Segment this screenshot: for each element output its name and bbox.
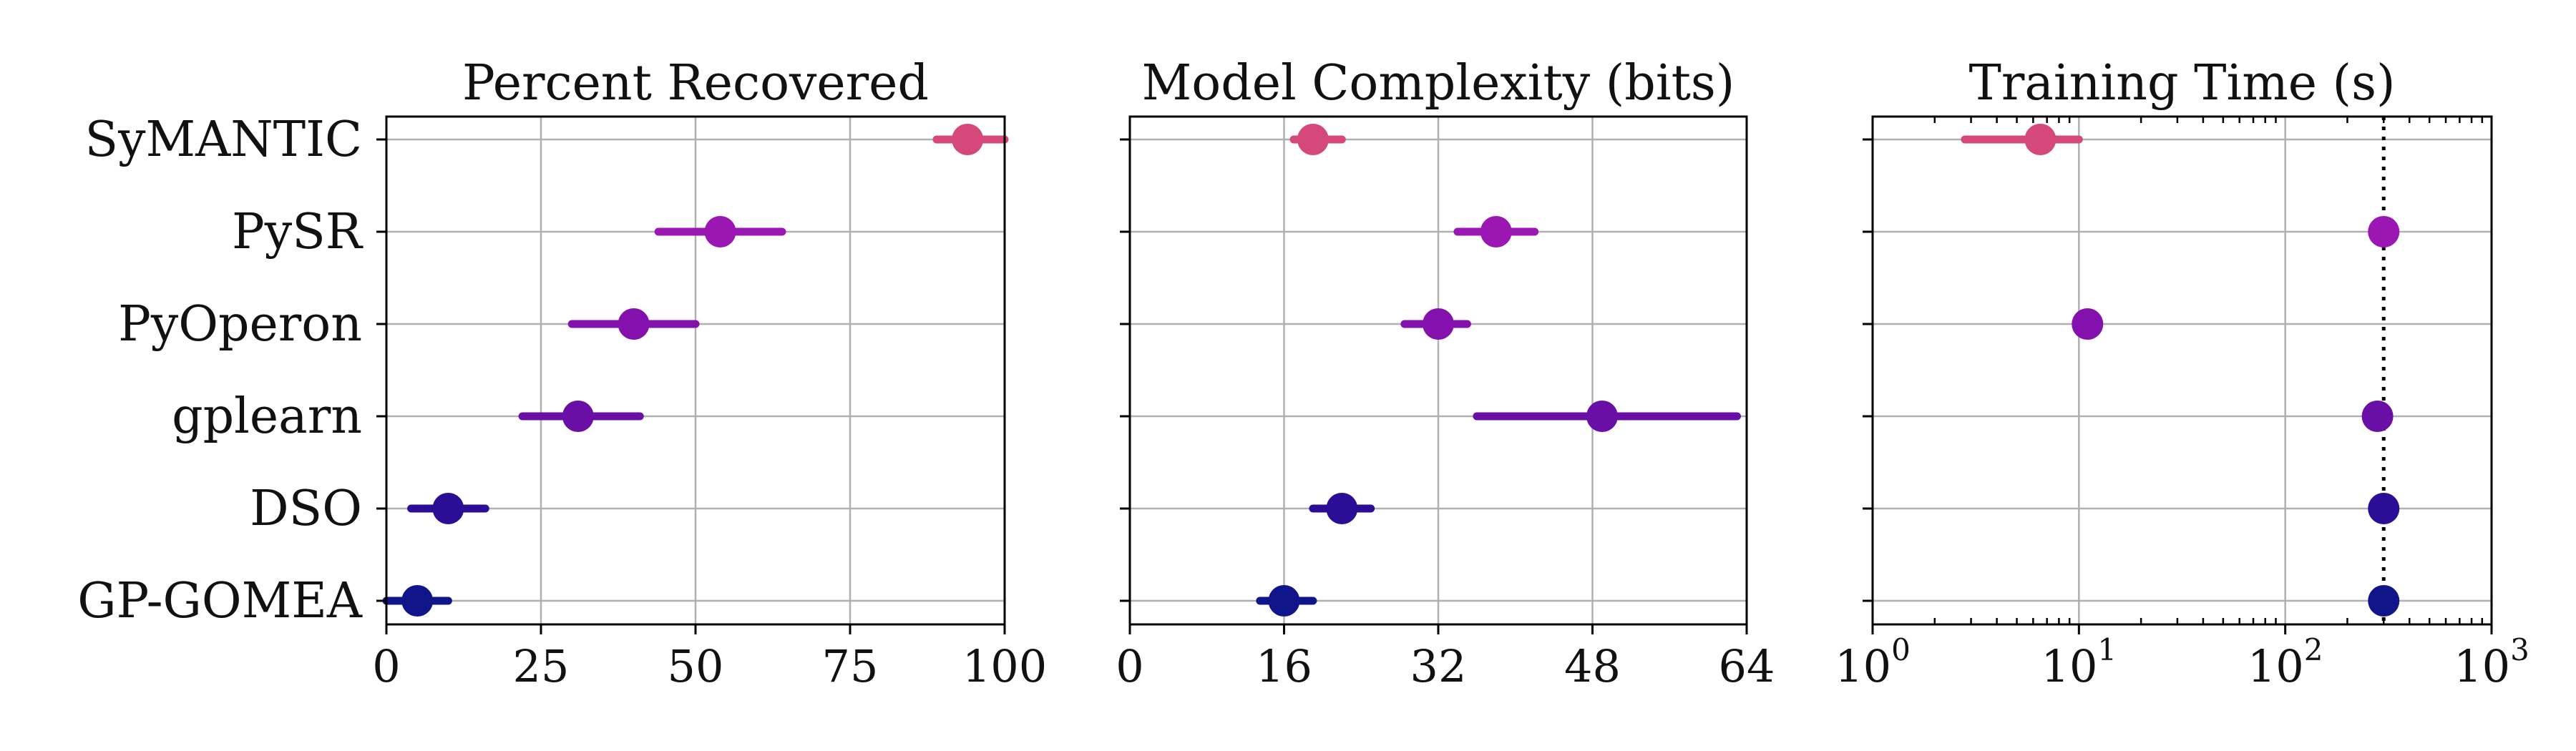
point-gp-gomea (2368, 585, 2400, 617)
x-tick-label: 100 (962, 640, 1047, 692)
x-tick-label: 0 (372, 640, 400, 692)
point-dso (1326, 493, 1358, 524)
point-gplearn (1586, 401, 1618, 432)
x-tick-label: 101 (2041, 632, 2117, 692)
x-tick-label: 32 (1410, 640, 1467, 692)
y-tick-label-gplearn: gplearn (172, 388, 362, 445)
axes-frame (1871, 115, 2493, 626)
x-tick-label: 103 (2454, 632, 2529, 692)
x-tick-label: 75 (822, 640, 879, 692)
point-dso (2368, 493, 2400, 524)
point-dso (432, 493, 464, 524)
x-tick-label: 48 (1564, 640, 1621, 692)
point-gplearn (2361, 401, 2394, 432)
panel-title: Training Time (s) (1968, 55, 2395, 112)
point-pysr (1480, 216, 1512, 247)
point-symantic (1297, 124, 1329, 155)
point-gp-gomea (1268, 585, 1300, 617)
panel-model-complexity: 0 16 32 48 64 Model Complexity (bits) (1116, 55, 1775, 692)
point-symantic (2024, 124, 2057, 155)
point-gp-gomea (401, 585, 434, 617)
point-pyoperon (618, 308, 650, 340)
y-tick-label-gp-gomea: GP-GOMEA (77, 573, 363, 629)
y-tick-label-pysr: PySR (232, 204, 364, 260)
x-tick-label: 64 (1719, 640, 1775, 692)
panel-training-time: 100 101 102 103 Training Time (s) (1835, 55, 2529, 692)
y-tick-label-pyoperon: PyOperon (118, 296, 362, 353)
point-pysr (2368, 216, 2400, 247)
panel-title: Percent Recovered (462, 55, 929, 112)
panel-percent-recovered: 0 25 50 75 100 SyMANTIC PySR PyOperon gplearn DSO… (77, 55, 1047, 692)
x-tick-label: 102 (2248, 632, 2323, 692)
x-tick-label: 50 (668, 640, 724, 692)
point-symantic (952, 124, 984, 155)
x-tick-label: 25 (513, 640, 570, 692)
panel-title: Model Complexity (bits) (1142, 55, 1735, 112)
x-tick-label: 0 (1116, 640, 1143, 692)
x-tick-label: 16 (1256, 640, 1312, 692)
y-tick-label-dso: DSO (250, 481, 362, 537)
point-gplearn (562, 401, 594, 432)
point-pyoperon (1423, 308, 1454, 340)
x-tick-label: 100 (1835, 632, 1911, 692)
y-tick-label-symantic: SyMANTIC (85, 112, 362, 168)
point-pyoperon (2072, 308, 2104, 340)
point-pysr (704, 216, 736, 247)
